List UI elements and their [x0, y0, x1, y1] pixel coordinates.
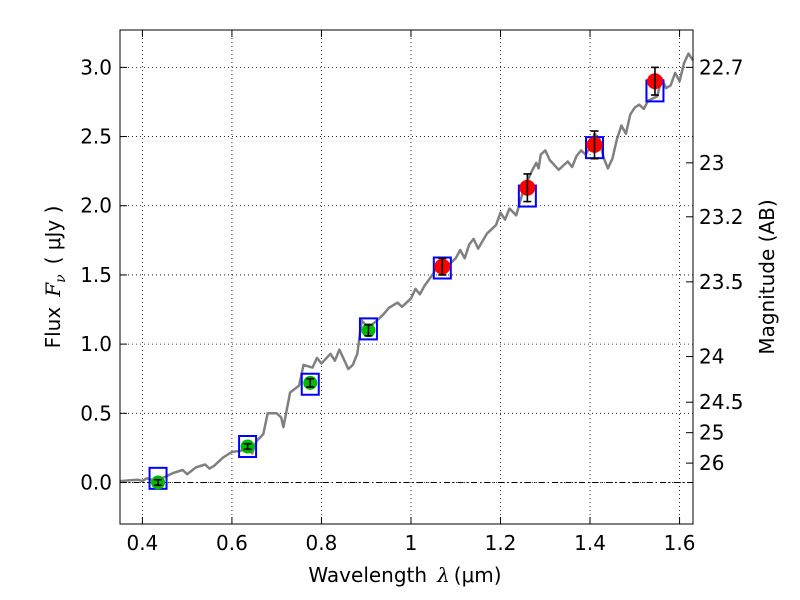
- y-tick-label-0: 0.0: [80, 470, 112, 494]
- y-axis-title-unit: ( μJy ): [41, 206, 65, 265]
- x-tick-label-6: 1.6: [664, 531, 696, 555]
- model-marker-1: [238, 435, 258, 459]
- x-axis-title: Wavelength λ (μm): [308, 563, 501, 587]
- magnitude-tick-label-5: 24.5: [699, 390, 744, 414]
- y-tick-label-6: 3.0: [80, 55, 112, 79]
- y-axis-ticks: 0.0 0.5 1.0 1.5 2.0 2.5 3.0: [80, 55, 127, 494]
- x-tick-label-1: 0.6: [216, 531, 248, 555]
- magnitude-axis-ticks: 22.7 23 23.2 23.5 24 24.5 25 26: [686, 55, 744, 475]
- x-axis-title-prefix: Wavelength: [308, 563, 427, 587]
- model-marker-4: [432, 256, 452, 280]
- x-tick-label-0: 0.4: [126, 531, 158, 555]
- model-marker-2: [300, 372, 320, 396]
- magnitude-tick-label-7: 26: [699, 451, 724, 475]
- magnitude-tick-label-6: 25: [699, 421, 724, 445]
- magnitude-tick-label-2: 23.2: [699, 205, 744, 229]
- x-tick-label-3: 1: [405, 531, 418, 555]
- magnitude-tick-label-3: 23.5: [699, 270, 744, 294]
- y-tick-label-5: 2.5: [80, 125, 112, 149]
- x-axis-title-symbol: λ: [436, 563, 450, 587]
- y-tick-label-1: 0.5: [80, 401, 112, 425]
- magnitude-tick-label-0: 22.7: [699, 55, 744, 79]
- y-axis-title-subscript: ν: [53, 274, 69, 283]
- y-axis-title-prefix: Flux: [41, 307, 65, 349]
- x-tick-label-4: 1.2: [485, 531, 517, 555]
- observed-markers: [151, 66, 663, 490]
- y-tick-label-3: 1.5: [80, 263, 112, 287]
- y-tick-label-2: 1.0: [80, 332, 112, 356]
- x-axis-title-unit: (μm): [454, 563, 502, 587]
- model-marker-3: [358, 317, 378, 341]
- magnitude-tick-label-4: 24: [699, 345, 724, 369]
- x-tick-label-2: 0.8: [306, 531, 338, 555]
- x-tick-label-5: 1.4: [574, 531, 606, 555]
- plot-frame: [119, 29, 694, 525]
- x-axis-ticks: 0.4 0.6 0.8 1 1.2 1.4 1.6: [126, 30, 695, 555]
- magnitude-tick-label-1: 23: [699, 151, 724, 175]
- magnitude-axis-title: Magnitude (AB): [755, 199, 779, 354]
- y-axis-title-symbol: F: [41, 282, 65, 298]
- y-axis-title: Flux Fν ( μJy ): [41, 206, 69, 349]
- y-tick-label-4: 2.0: [80, 194, 112, 218]
